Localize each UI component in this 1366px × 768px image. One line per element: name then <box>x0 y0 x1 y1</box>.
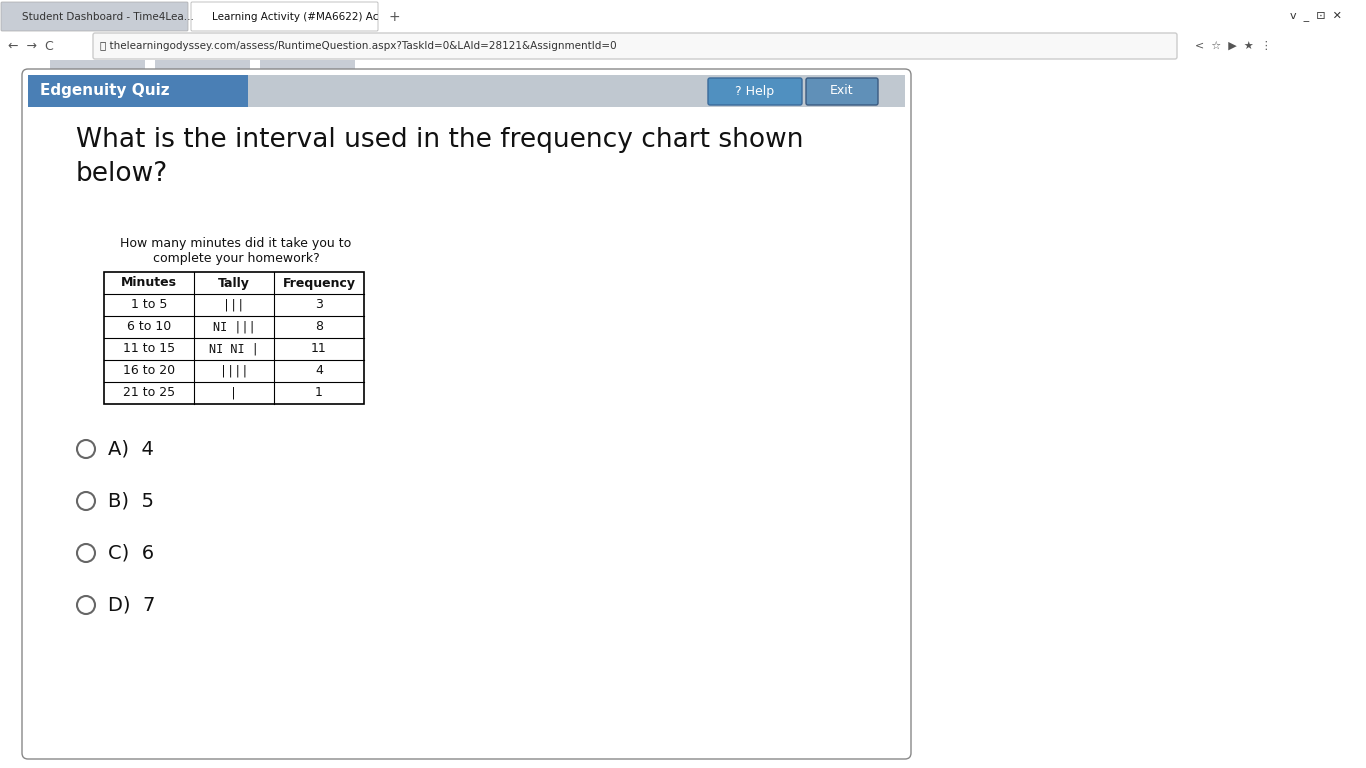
FancyBboxPatch shape <box>22 69 911 759</box>
Text: Tally: Tally <box>219 276 250 290</box>
Text: 8: 8 <box>316 320 322 333</box>
Bar <box>154 60 250 74</box>
Text: Minutes: Minutes <box>122 276 178 290</box>
FancyBboxPatch shape <box>1 2 189 31</box>
Text: below?: below? <box>76 161 168 187</box>
Circle shape <box>76 440 96 458</box>
Text: 3: 3 <box>316 299 322 312</box>
Text: ? Help: ? Help <box>735 84 775 98</box>
Text: D)  7: D) 7 <box>108 595 156 614</box>
Text: Frequency: Frequency <box>283 276 355 290</box>
Bar <box>51 60 145 74</box>
FancyBboxPatch shape <box>708 78 802 105</box>
Bar <box>104 272 363 404</box>
Text: 16 to 20: 16 to 20 <box>123 365 175 378</box>
Text: Exit: Exit <box>831 84 854 98</box>
Bar <box>260 60 355 74</box>
FancyBboxPatch shape <box>93 33 1177 59</box>
Text: Learning Activity (#MA6622) Ac: Learning Activity (#MA6622) Ac <box>212 12 378 22</box>
Text: |||: ||| <box>223 299 245 312</box>
Text: <  ☆  ▶  ★  ⋮: < ☆ ▶ ★ ⋮ <box>1195 41 1272 51</box>
Text: 21 to 25: 21 to 25 <box>123 386 175 399</box>
Text: Student Dashboard - Time4Lea...: Student Dashboard - Time4Lea... <box>22 12 194 22</box>
FancyBboxPatch shape <box>806 78 878 105</box>
Text: A)  4: A) 4 <box>108 439 154 458</box>
Text: 11 to 15: 11 to 15 <box>123 343 175 356</box>
Text: NI |||: NI ||| <box>213 320 255 333</box>
Text: 11: 11 <box>311 343 326 356</box>
Text: B)  5: B) 5 <box>108 492 154 511</box>
Text: How many minutes did it take you to: How many minutes did it take you to <box>120 237 351 250</box>
FancyBboxPatch shape <box>191 2 378 31</box>
Text: |: | <box>231 386 238 399</box>
Text: 🔒 thelearningodyssey.com/assess/RuntimeQuestion.aspx?TaskId=0&LAId=28121&Assignm: 🔒 thelearningodyssey.com/assess/RuntimeQ… <box>100 41 616 51</box>
Text: v  _  ⊡  ✕: v _ ⊡ ✕ <box>1290 12 1341 22</box>
Text: NI NI |: NI NI | <box>209 343 260 356</box>
Text: 6 to 10: 6 to 10 <box>127 320 171 333</box>
Circle shape <box>76 596 96 614</box>
Circle shape <box>76 492 96 510</box>
Text: What is the interval used in the frequency chart shown: What is the interval used in the frequen… <box>76 127 803 153</box>
Bar <box>249 75 906 107</box>
Text: complete your homework?: complete your homework? <box>153 252 320 265</box>
Text: C)  6: C) 6 <box>108 544 154 562</box>
Text: 4: 4 <box>316 365 322 378</box>
Text: +: + <box>388 10 400 24</box>
Text: ←  →  C: ← → C <box>8 39 53 52</box>
Text: 1: 1 <box>316 386 322 399</box>
Text: ||||: |||| <box>220 365 249 378</box>
Bar <box>27 75 249 107</box>
Text: Edgenuity Quiz: Edgenuity Quiz <box>40 84 169 98</box>
Text: 1 to 5: 1 to 5 <box>131 299 167 312</box>
Circle shape <box>76 544 96 562</box>
